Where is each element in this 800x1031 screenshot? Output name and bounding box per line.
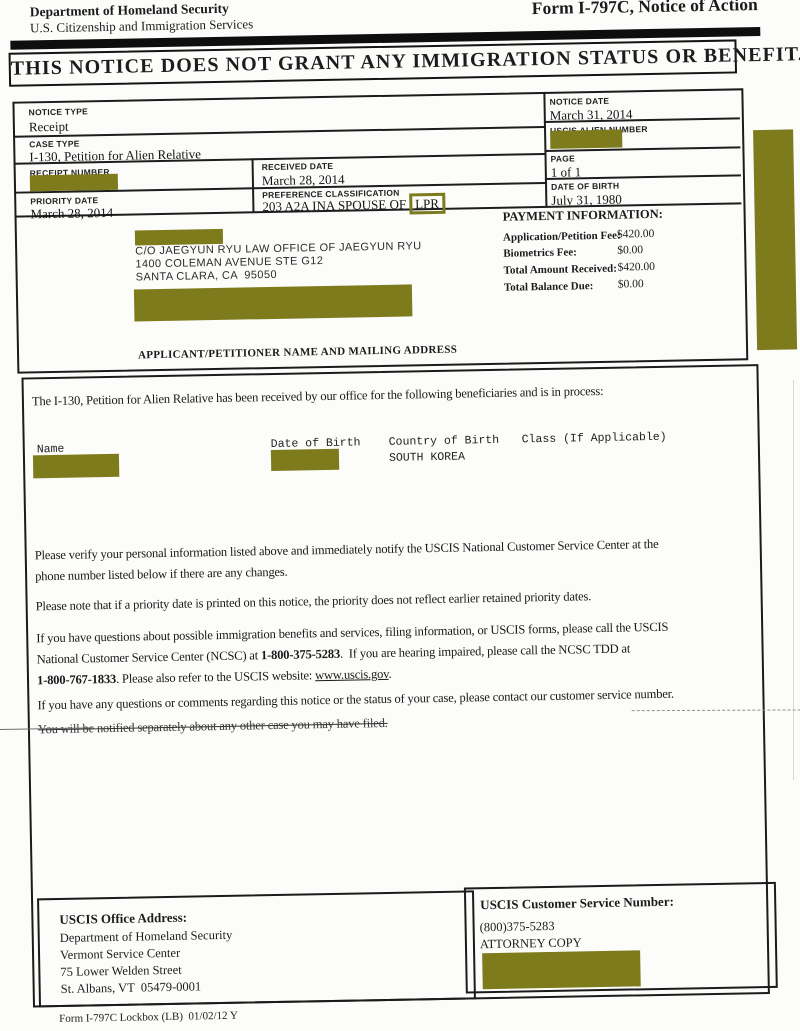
priority-date-value: March 28, 2014	[30, 204, 114, 222]
tdd-phone-number: 1-800-767-1833	[36, 671, 117, 688]
payment-row-label: Application/Petition Fee:	[502, 229, 621, 244]
redaction-beneficiary-dob	[270, 448, 340, 472]
redaction-petitioner-name	[134, 228, 224, 246]
notice-type-value: Receipt	[28, 118, 69, 135]
beneficiary-country-value: SOUTH KOREA	[388, 450, 466, 465]
date-of-birth-value: July 31, 1980	[551, 191, 622, 208]
office-address-line: St. Albans, VT 05479-0001	[60, 979, 202, 996]
received-date-label: RECEIVED DATE	[261, 160, 334, 173]
sub-agency-name: U.S. Citizenship and Immigration Service…	[29, 16, 254, 36]
payment-row-value: $420.00	[617, 260, 656, 274]
customer-service-phone: (800)375-5283	[479, 918, 555, 935]
notice-date-label: NOTICE DATE	[549, 95, 610, 107]
office-address-line: 75 Lower Welden Street	[60, 962, 182, 979]
customer-service-box: USCIS Customer Service Number: (800)375-…	[463, 881, 778, 994]
questions-line3-text: . Please also refer to the USCIS website…	[115, 668, 316, 686]
preference-text: 203 A2A INA SPOUSE OF	[262, 196, 407, 215]
questions-line2-text: National Customer Service Center (NCSC) …	[36, 648, 262, 667]
scan-edge-artifact	[793, 380, 794, 780]
customer-service-title: USCIS Customer Service Number:	[480, 893, 674, 913]
beneficiary-col-country: Country of Birth	[388, 433, 500, 449]
payment-information-title: PAYMENT INFORMATION:	[502, 206, 664, 224]
preference-classification-value: 203 A2A INA SPOUSE OF LPR	[262, 192, 446, 217]
redaction-mailing-address	[133, 284, 413, 322]
form-footer-id: Form I-797C Lockbox (LB) 01/02/12 Y	[59, 1009, 238, 1025]
office-address-line: Department of Homeland Security	[59, 927, 233, 945]
preference-highlight-annotation: LPR	[408, 192, 446, 215]
payment-row-value: $0.00	[617, 278, 644, 291]
notice-type-label: NOTICE TYPE	[28, 106, 89, 118]
questions-line3-period: .	[388, 666, 392, 681]
copy-type-label: ATTORNEY COPY	[479, 935, 582, 952]
payment-row-label: Biometrics Fee:	[503, 246, 578, 260]
form-title: Form I-797C, Notice of Action	[531, 0, 758, 19]
uscis-website-link: www.uscis.gov	[314, 666, 389, 683]
payment-row-label: Total Balance Due:	[503, 280, 594, 294]
date-of-birth-label: DATE OF BIRTH	[550, 180, 620, 192]
page-label: PAGE	[550, 153, 576, 164]
payment-row-value: $420.00	[616, 227, 655, 241]
office-address-box: USCIS Office Address: Department of Home…	[37, 890, 476, 1008]
beneficiary-col-class: Class (If Applicable)	[521, 430, 667, 447]
redaction-alien-number	[550, 129, 623, 149]
office-address-line: Vermont Service Center	[59, 945, 181, 962]
redaction-right-margin	[753, 129, 798, 351]
redaction-beneficiary-name	[32, 453, 120, 479]
redaction-attorney-info	[482, 950, 641, 990]
notice-date-value: March 31, 2014	[549, 106, 633, 123]
payment-row-value: $0.00	[617, 244, 644, 257]
payment-row-label: Total Amount Received:	[503, 262, 617, 277]
case-type-value: I-130, Petition for Alien Relative	[29, 146, 202, 165]
ncsc-phone-number: 1-800-375-5283	[260, 646, 341, 663]
office-address-title: USCIS Office Address:	[59, 909, 188, 927]
redaction-receipt-number	[29, 173, 119, 192]
page-value: 1 of 1	[550, 164, 582, 180]
received-date-value: March 28, 2014	[261, 171, 345, 189]
